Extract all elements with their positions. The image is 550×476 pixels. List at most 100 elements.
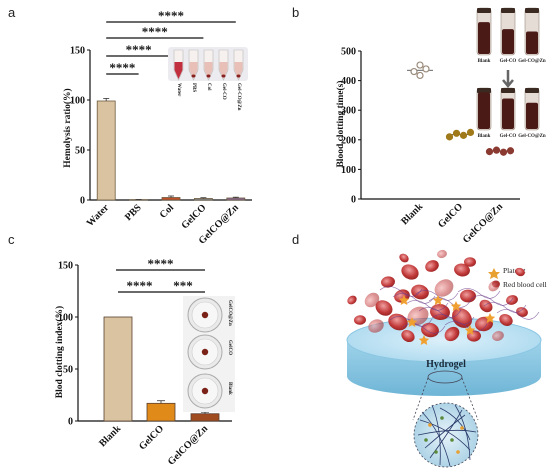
fibrin-strand [496, 309, 540, 320]
chart-b-point [485, 148, 494, 156]
chart-b-ytick-label: 100 [341, 165, 356, 176]
chart-c-ytick-label: 50 [63, 365, 73, 376]
platelet [464, 325, 476, 335]
chart-a-inset-label: Water [176, 83, 181, 97]
chart-c-ylabel: Blod clotting index(%) [54, 306, 65, 398]
fibrin-strand [392, 293, 436, 304]
chart-a-xtick-label: PBS [123, 202, 144, 223]
chart-a-bars [96, 98, 246, 201]
chart-b-point [416, 71, 424, 80]
tube-pellet [221, 74, 226, 78]
chart-a-ytick-label: 150 [70, 46, 85, 57]
polymer-chain [421, 411, 451, 467]
vial-blood [526, 31, 538, 54]
red-blood-cell [492, 331, 504, 341]
fibrin-strand [431, 314, 475, 325]
chart-b-inset-label: Gel-CO [500, 59, 517, 64]
polymer-chain [431, 404, 441, 466]
chart-a-bar [161, 197, 181, 201]
chart-c-bars [103, 316, 220, 422]
vial-cap [501, 8, 515, 13]
vial-blood [478, 22, 490, 54]
platelet [406, 317, 418, 327]
chart-c-ytick-label: 0 [68, 417, 73, 428]
fibrin-strand [379, 286, 423, 297]
chart-c-inset-dishes: GelCO@Zn GelCO Blank [183, 296, 235, 412]
polymer-chain [439, 407, 471, 441]
chart-a-sig-label: **** [158, 8, 184, 23]
chart-c-sig-label: **** [127, 278, 153, 293]
platelet [398, 295, 410, 305]
vial-blood [526, 102, 538, 129]
vial-cap [501, 88, 515, 93]
fibrin-strand [405, 300, 449, 311]
chart-a-inset-label: PBS [191, 83, 196, 92]
chart-c-sig-label: *** [173, 278, 193, 293]
platelet [450, 301, 462, 311]
panel-label-c: c [8, 232, 15, 247]
chart-a-ytick-label: 0 [80, 196, 85, 207]
red-blood-cell [464, 257, 476, 267]
crosslink-node [460, 426, 464, 430]
red-blood-cell [375, 300, 393, 316]
polymer-chain [424, 414, 466, 449]
fibrin-strand [483, 302, 527, 313]
vial-blood [478, 92, 490, 129]
chart-c-bar [190, 413, 220, 422]
chart-a-sig-label: **** [109, 60, 135, 75]
chart-b-ytick-label: 0 [351, 195, 356, 206]
red-blood-cell [434, 279, 454, 297]
blood-cell-cluster [347, 249, 540, 345]
red-blood-cell [368, 319, 384, 333]
chart-a-bar [96, 100, 116, 201]
chart-a-inset-label: Col [206, 83, 211, 91]
chart-b-point [459, 131, 468, 139]
panel-label-a: a [8, 5, 16, 20]
hydrogel-label: Hydrogel [426, 359, 466, 370]
chart-b-point [499, 148, 508, 156]
chart-c-ytick-label: 150 [58, 261, 73, 272]
chart-b-point [492, 146, 501, 154]
red-blood-cell [381, 276, 395, 288]
chart-c-significance: ******** *** [116, 256, 205, 293]
chart-a-xtick-label: GelCO [180, 202, 209, 231]
fibrin-strand [418, 307, 462, 318]
red-blood-cell [425, 260, 439, 272]
red-blood-cell [401, 264, 419, 280]
red-blood-cell [479, 299, 493, 313]
chart-b-inset-label: Gel-CO [500, 134, 517, 139]
chart-a-sig-label: **** [126, 42, 152, 57]
chart-a-bar [193, 198, 213, 201]
red-blood-cell [452, 308, 472, 328]
chart-c-xtick-label: Blank [97, 423, 123, 449]
vial-cap [477, 88, 491, 93]
chart-b-xtick-label: Blank [399, 201, 425, 227]
fibrin-strand [402, 323, 446, 334]
chart-c-inset-label: Blank [227, 382, 232, 395]
panel-label-b: b [292, 5, 299, 20]
chart-b-ytick-label: 500 [341, 47, 356, 58]
red-blood-cell [444, 326, 460, 342]
polymer-chain [454, 404, 471, 461]
chart-b-inset-label: Blank [478, 59, 491, 64]
chart-b-xtick-label: GelCO@Zn [461, 201, 506, 246]
vial-cap [477, 8, 491, 13]
chart-b-ytick-label: 200 [341, 135, 356, 146]
chart-c-sig-label: **** [148, 256, 174, 271]
legend-red-blood-cell: Red blood cell [503, 280, 547, 289]
schematic-d: Platelet Red blood cell [346, 249, 547, 468]
crosslink-node [434, 450, 438, 454]
crosslink-node [450, 438, 454, 442]
chart-a-inset-label: Gel-CO@Zn [236, 83, 241, 111]
red-blood-cell [499, 314, 513, 326]
legend-platelet: Platelet [503, 266, 526, 275]
chart-c-ytick-label: 100 [58, 313, 73, 324]
red-blood-cell [460, 289, 476, 303]
crosslink-node [440, 416, 444, 420]
vial-cap [525, 8, 539, 13]
blood-spot [201, 387, 209, 395]
chart-b-point [422, 65, 430, 73]
tube-liquid [189, 62, 198, 79]
